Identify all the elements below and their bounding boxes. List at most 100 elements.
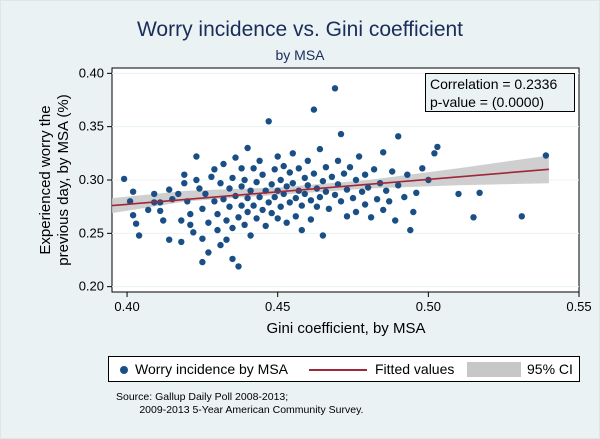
data-point (199, 235, 206, 242)
data-point (395, 133, 402, 140)
legend-label-ci: 95% CI (527, 361, 573, 377)
data-point (470, 214, 477, 221)
data-point (241, 176, 248, 184)
data-point (358, 188, 366, 195)
data-point (316, 145, 324, 153)
x-tick-label: 0.45 (265, 299, 290, 314)
data-point (265, 118, 272, 125)
data-point (455, 190, 462, 198)
data-point (361, 201, 369, 208)
data-point (211, 198, 218, 205)
y-axis-title-line1: Experienced worry the (37, 105, 54, 254)
x-tick-label: 0.50 (416, 299, 441, 314)
data-point (392, 217, 399, 224)
data-point (229, 174, 236, 182)
data-point (407, 226, 414, 234)
data-point (244, 208, 251, 216)
data-point (404, 171, 411, 178)
data-point (238, 183, 245, 190)
data-point (395, 182, 402, 189)
data-point (352, 208, 360, 216)
data-point (205, 219, 212, 226)
data-point (271, 166, 278, 173)
source-line-1: Source: Gallup Daily Poll 2008-2013; (116, 391, 289, 403)
data-point (310, 106, 318, 113)
data-point (178, 238, 185, 246)
data-point (431, 150, 438, 157)
data-point (151, 190, 158, 198)
data-point (349, 194, 357, 202)
chart-subtitle: by MSA (275, 47, 325, 63)
data-point (289, 180, 296, 187)
data-point (187, 210, 194, 218)
data-point (286, 169, 293, 176)
data-point (301, 174, 308, 182)
data-point (313, 203, 321, 210)
data-point (145, 206, 152, 214)
data-point (298, 202, 305, 209)
data-point (120, 175, 128, 183)
data-point (413, 189, 420, 196)
data-point (389, 168, 396, 175)
data-point (235, 263, 242, 270)
data-point (193, 176, 200, 184)
data-point (229, 255, 236, 263)
data-point (226, 203, 233, 210)
chart-title: Worry incidence vs. Gini coefficient (136, 18, 464, 41)
correlation-text: Correlation = 0.2336 (430, 76, 558, 92)
fitted-line-layer (111, 168, 549, 207)
data-point (187, 221, 194, 228)
data-point (250, 202, 257, 209)
data-point (129, 188, 137, 195)
data-point (380, 149, 387, 156)
data-point (259, 206, 266, 214)
data-point (542, 152, 550, 159)
y-tick-label: 0.30 (79, 172, 104, 187)
data-point (277, 176, 284, 184)
y-axis-ticks: 0.20 0.25 0.30 0.35 0.40 (79, 65, 112, 294)
data-point (283, 219, 290, 226)
data-point (262, 222, 269, 230)
data-point (175, 190, 182, 198)
y-axis-title-line2: previous day, by MSA (%) (55, 94, 72, 265)
data-point (383, 187, 390, 194)
data-point (256, 193, 263, 201)
x-tick-label: 0.55 (566, 299, 591, 314)
data-point (295, 165, 302, 172)
data-point (367, 214, 375, 221)
data-point (370, 166, 378, 173)
data-point (316, 193, 324, 201)
data-point (518, 213, 525, 220)
data-point (280, 190, 287, 198)
data-point (135, 232, 143, 239)
p-value-text: p-value = (0.0000) (430, 94, 545, 110)
data-point (193, 153, 200, 160)
data-point (271, 193, 278, 201)
data-point (334, 157, 342, 164)
data-point (346, 164, 354, 171)
data-point (307, 216, 315, 223)
data-point (337, 198, 345, 205)
data-point (277, 203, 284, 210)
fitted-line (111, 168, 549, 207)
data-point (343, 186, 351, 193)
legend-label-scatter: Worry incidence by MSA (135, 361, 289, 377)
x-tick-label: 0.40 (114, 299, 139, 314)
x-axis-ticks: 0.40 0.45 0.50 0.55 (114, 292, 592, 314)
data-point (337, 130, 345, 138)
data-point (129, 212, 137, 219)
source-line-2: 2009-2013 5-Year American Community Surv… (116, 404, 364, 416)
data-point (380, 206, 387, 214)
data-point (268, 209, 275, 217)
data-point (166, 186, 173, 193)
data-point (226, 185, 233, 192)
data-point (253, 178, 260, 186)
data-point (199, 258, 206, 266)
data-point (208, 173, 215, 180)
data-point (328, 173, 336, 180)
data-point (331, 85, 339, 92)
data-point (364, 184, 372, 191)
legend-swatch-ci (467, 362, 521, 377)
data-point (241, 221, 248, 228)
data-point (244, 194, 251, 202)
